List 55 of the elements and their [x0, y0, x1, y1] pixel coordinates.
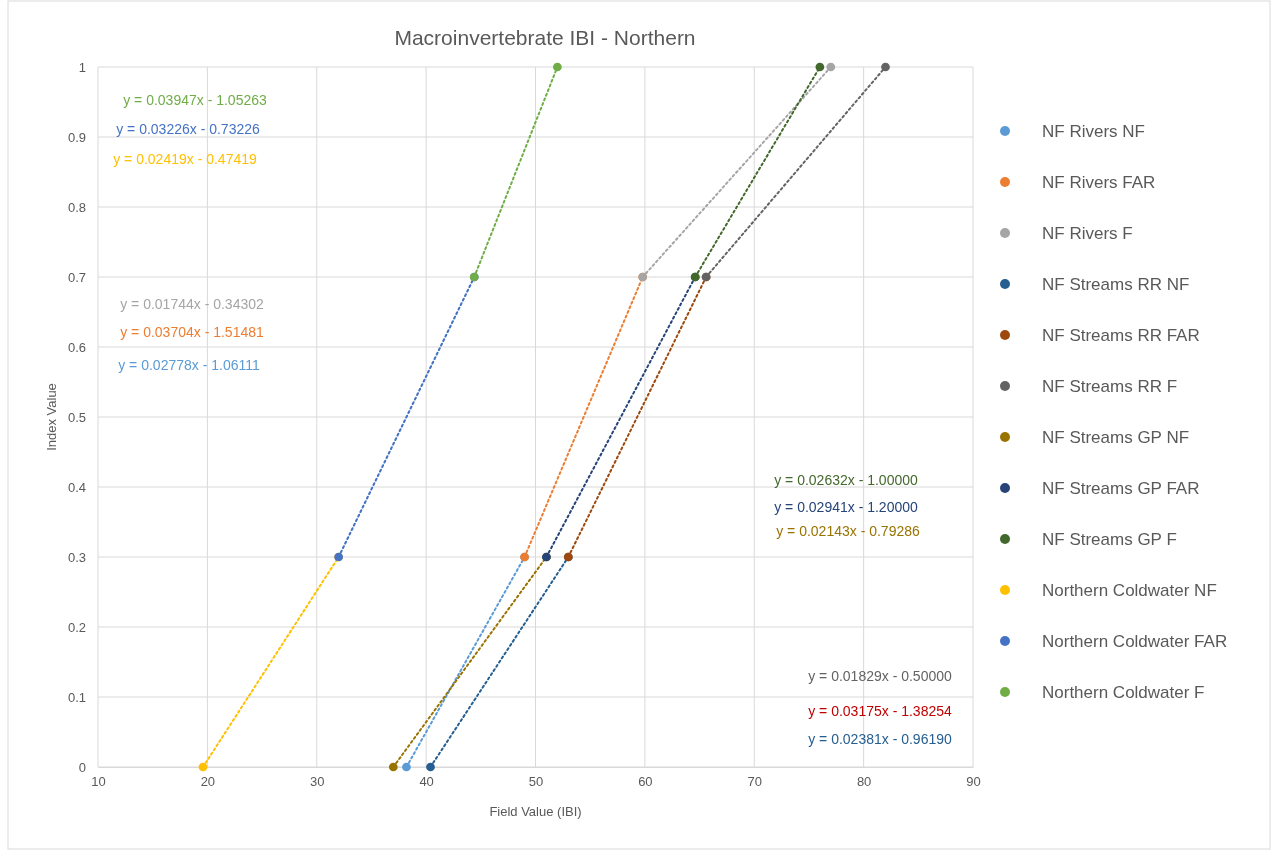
annotation: y = 0.03704x - 1.51481: [120, 324, 265, 340]
legend-label: Northern Coldwater FAR: [1042, 632, 1228, 651]
x-tick-label: 70: [747, 774, 762, 790]
point: [388, 762, 398, 772]
point: [826, 62, 836, 72]
y-axis-title: Index Value: [44, 383, 59, 451]
y-tick-label: 1: [78, 59, 86, 75]
legend-label: NF Streams RR FAR: [1042, 326, 1200, 345]
y-tick-label: 0: [78, 759, 86, 775]
legend-label: NF Streams RR F: [1042, 377, 1178, 396]
x-tick-label: 30: [310, 774, 325, 790]
x-tick-label: 60: [638, 774, 653, 790]
legend-label: NF Rivers FAR: [1042, 173, 1156, 192]
y-tick-label: 0.9: [67, 129, 86, 145]
y-tick-label: 0.6: [67, 339, 86, 355]
y-tick-label: 0.7: [67, 269, 86, 285]
annotation: y = 0.03226x - 0.73226: [116, 121, 261, 137]
x-tick-label: 10: [91, 774, 106, 790]
legend-label: NF Rivers NF: [1042, 122, 1145, 141]
legend-label: Northern Coldwater F: [1042, 683, 1205, 702]
point: [553, 62, 562, 72]
annotation: y = 0.03175x - 1.38254: [808, 703, 953, 719]
legend-label: NF Streams GP NF: [1042, 428, 1190, 447]
annotation: y = 0.02419x - 0.47419: [113, 151, 258, 167]
y-tick-label: 0.3: [67, 549, 86, 565]
legend-label: Northern Coldwater NF: [1042, 581, 1217, 600]
x-tick-label: 40: [419, 774, 434, 790]
x-tick-label: 20: [200, 774, 216, 790]
point: [402, 762, 411, 772]
legend-label: NF Streams GP FAR: [1042, 479, 1200, 498]
legend-label: NF Streams GP F: [1042, 530, 1177, 549]
y-tick-label: 0.1: [67, 689, 86, 705]
y-tick-label: 0.5: [67, 409, 86, 425]
annotation: y = 0.01744x - 0.34302: [120, 296, 265, 312]
annotation: y = 0.03947x - 1.05263: [123, 92, 268, 108]
annotation: y = 0.02778x - 1.06111: [118, 357, 260, 373]
chart-title: Macroinvertebrate IBI - Northern: [394, 26, 696, 49]
point: [815, 62, 825, 72]
y-tick-label: 0.2: [67, 619, 86, 635]
x-tick-label: 80: [856, 774, 872, 790]
y-tick-label: 0.4: [67, 479, 86, 495]
annotation: y = 0.02381x - 0.96190: [808, 731, 953, 747]
x-tick-label: 90: [966, 774, 981, 790]
y-tick-label: 0.8: [67, 199, 86, 215]
legend-label: NF Rivers F: [1042, 224, 1133, 243]
annotation: y = 0.02632x - 1.00000: [774, 472, 919, 488]
annotation: y = 0.02941x - 1.20000: [774, 499, 919, 515]
x-tick-label: 50: [528, 774, 544, 790]
point: [881, 62, 890, 72]
point: [426, 762, 435, 772]
legend-label: NF Streams RR NF: [1042, 275, 1190, 294]
annotation: y = 0.02143x - 0.79286: [776, 523, 921, 539]
annotation: y = 0.01829x - 0.50000: [808, 668, 953, 684]
point: [198, 762, 208, 772]
x-axis-title: Field Value (IBI): [489, 804, 582, 819]
